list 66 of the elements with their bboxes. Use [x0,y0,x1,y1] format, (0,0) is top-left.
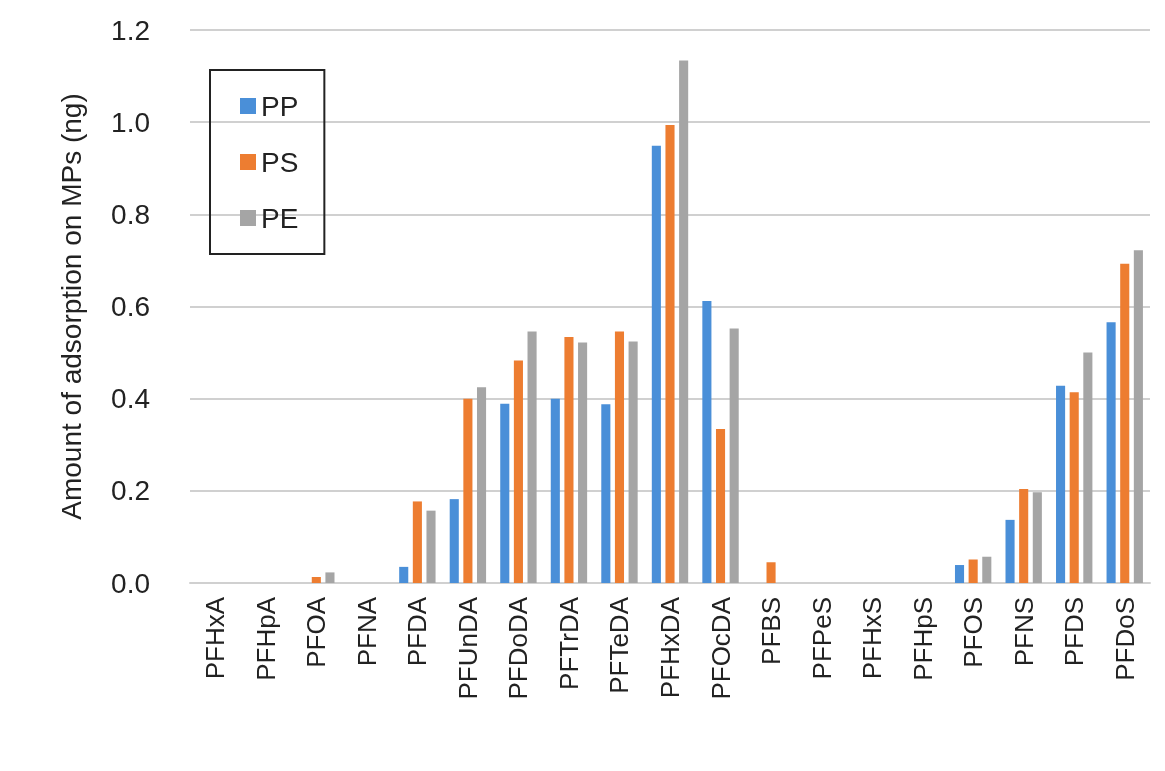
x-tick-label: PFHpS [907,597,938,681]
bar [578,342,588,583]
x-tick-label: PFOS [958,597,989,668]
bar [1120,263,1130,583]
bar [426,510,436,583]
bar [311,577,321,583]
x-tick-label: PFDoDA [503,596,534,700]
y-tick-label: 0.0 [111,567,150,599]
bar [1133,250,1143,583]
y-tick-label: 1.2 [111,14,150,46]
x-tick-label: PFNS [1008,597,1039,667]
bar [412,501,422,583]
bar [954,565,965,583]
x-tick-label: PFDS [1059,597,1090,667]
bar [1005,519,1015,583]
bar [527,331,537,583]
x-tick-label: PFTeDA [604,596,635,694]
bar [729,328,739,583]
bar [463,398,473,583]
legend-label: PS [261,146,299,178]
bar [564,336,574,583]
bar [1106,322,1116,583]
x-tick-label: PFPeS [806,597,837,680]
y-tick-label: 1.0 [111,106,150,138]
x-tick-label: PFOA [301,596,332,668]
bar [513,360,523,583]
bar [325,572,335,583]
bar [679,60,689,583]
x-tick-label: PFHxDA [655,596,685,699]
legend-label: PP [261,90,299,122]
x-tick-label: PFBS [756,597,787,665]
bar [476,387,487,583]
bar [715,429,726,583]
bar [614,331,625,583]
bar [628,341,638,583]
y-axis-title: Amount of adsorption on MPs (ng) [55,93,87,520]
bar [601,404,611,583]
bar [968,559,978,583]
x-tick-label: PFTrDA [553,596,584,690]
y-tick-label: 0.6 [111,291,150,322]
y-tick-label: 0.8 [111,198,150,230]
bar [1083,352,1093,583]
x-tick-label: PFDoS [1109,597,1140,681]
bar [1032,492,1042,583]
bar [766,562,776,583]
y-tick-label: 0.2 [111,475,150,507]
bar [1019,488,1029,583]
legend-label: PE [261,202,299,234]
bar [1056,385,1066,583]
bar [1069,392,1079,583]
bar [399,566,409,583]
bar [665,124,675,583]
x-tick-label: PFHpA [250,596,281,681]
bar [449,499,459,583]
bar [651,145,661,583]
bar [500,403,510,583]
x-tick-label: PFHxS [857,597,888,680]
bar [550,398,560,583]
x-tick-label: PFOcDA [705,596,736,700]
x-tick-label: PFNA [351,596,382,667]
x-tick-label: PFUnDA [452,596,483,700]
bar [702,300,712,583]
y-tick-label: 0.4 [111,383,150,415]
x-tick-label: PFDA [402,596,433,667]
x-tick-label: PFHxA [200,596,231,680]
bar [982,556,992,583]
